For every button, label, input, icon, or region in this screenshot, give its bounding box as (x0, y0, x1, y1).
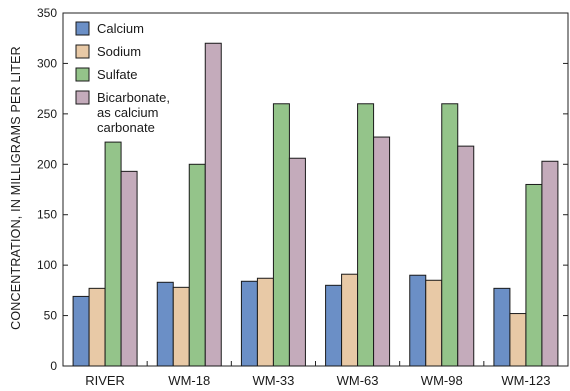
y-tick-label: 200 (37, 157, 57, 171)
bar-bicarbonate-river (120, 170, 138, 367)
legend-label: Calcium (97, 21, 144, 36)
x-tick-label: RIVER (85, 373, 125, 388)
y-tick-label: 350 (37, 6, 57, 20)
legend-swatch (75, 44, 90, 59)
legend: Calcium Sodium Sulfate Bicarbonate,as calci… (75, 21, 170, 135)
legend-label: Sodium (97, 44, 141, 59)
bar-bicarbonate-wm-63 (373, 136, 391, 367)
bar-bicarbonate-wm-33 (288, 157, 306, 367)
x-tick-label: WM-63 (337, 373, 379, 388)
y-tick-label: 250 (37, 107, 57, 121)
bar-sulfate-wm-63 (357, 103, 375, 367)
legend-label: Sulfate (97, 67, 137, 82)
legend-swatch (75, 21, 90, 36)
y-tick-label: 50 (44, 309, 58, 323)
bar-sulfate-wm-33 (272, 103, 290, 367)
legend-swatch (75, 67, 90, 82)
bar-sodium-wm-63 (341, 273, 359, 367)
bar-bicarbonate-wm-98 (457, 145, 475, 367)
bar-sodium-river (88, 287, 106, 367)
y-tick-label: 0 (50, 359, 57, 373)
y-tick-label: 150 (37, 208, 57, 222)
x-tick-label: WM-33 (252, 373, 294, 388)
bar-calcium-wm-33 (240, 280, 258, 367)
bar-sulfate-wm-98 (441, 103, 459, 367)
legend-label: carbonate (97, 120, 155, 135)
bar-sulfate-wm-123 (525, 183, 543, 367)
bar-calcium-wm-18 (156, 281, 174, 367)
bar-calcium-wm-123 (493, 287, 511, 367)
bar-sulfate-river (104, 141, 122, 367)
bar-sulfate-wm-18 (188, 163, 206, 367)
plot-frame (62, 12, 569, 367)
bar-sodium-wm-18 (172, 286, 190, 367)
x-tick-label: WM-123 (501, 373, 550, 388)
bar-calcium-wm-63 (325, 284, 343, 367)
bar-bicarbonate-wm-18 (204, 42, 222, 367)
x-tick-label: WM-18 (168, 373, 210, 388)
y-tick-label: 100 (37, 258, 57, 272)
legend-label: as calcium (97, 105, 158, 120)
bar-bicarbonate-wm-123 (541, 160, 559, 367)
bar-calcium-river (72, 295, 90, 367)
legend-swatch (75, 90, 90, 105)
bar-sodium-wm-98 (425, 279, 443, 367)
bar-sodium-wm-123 (509, 313, 527, 367)
x-tick-label: WM-98 (421, 373, 463, 388)
y-tick-label: 300 (37, 56, 57, 70)
bar-calcium-wm-98 (409, 274, 427, 367)
legend-label: Bicarbonate, (97, 90, 170, 105)
y-axis-title: CONCENTRATION, IN MILLIGRAMS PER LITER (9, 46, 23, 330)
bar-sodium-wm-33 (256, 277, 274, 367)
